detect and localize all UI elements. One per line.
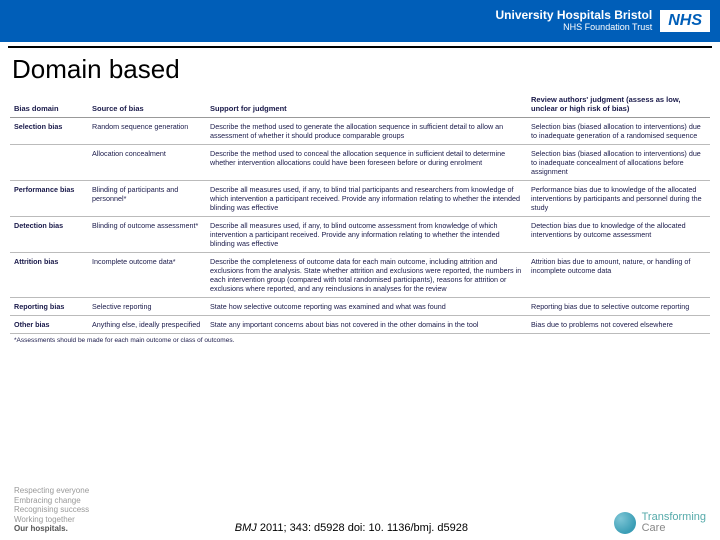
table-cell: Selective reporting	[88, 298, 206, 316]
footer-value-line: Recognising success	[14, 505, 89, 515]
table-cell: Random sequence generation	[88, 118, 206, 145]
table-cell: Reporting bias	[10, 298, 88, 316]
tcare-line2: Care	[642, 523, 706, 534]
table-row: Reporting biasSelective reportingState h…	[10, 298, 710, 316]
table-cell: Detection bias due to knowledge of the a…	[527, 217, 710, 253]
footer-value-line: Embracing change	[14, 496, 89, 506]
globe-icon	[614, 512, 636, 534]
table-row: Allocation concealmentDescribe the metho…	[10, 145, 710, 181]
citation-rest: 2011; 343: d5928 doi: 10. 1136/bmj. d592…	[257, 522, 468, 534]
table-cell: Detection bias	[10, 217, 88, 253]
table-cell: Attrition bias due to amount, nature, or…	[527, 253, 710, 298]
table-cell: Performance bias due to knowledge of the…	[527, 181, 710, 217]
table-cell: State how selective outcome reporting wa…	[206, 298, 527, 316]
table-cell: Blinding of outcome assessment*	[88, 217, 206, 253]
table-cell: Describe all measures used, if any, to b…	[206, 181, 527, 217]
org-sub: NHS Foundation Trust	[496, 23, 653, 33]
footer-values: Respecting everyoneEmbracing changeRecog…	[14, 486, 89, 534]
org-title: University Hospitals Bristol NHS Foundat…	[496, 9, 653, 32]
footer-value-line: Respecting everyone	[14, 486, 89, 496]
table-cell: Allocation concealment	[88, 145, 206, 181]
table-cell: Anything else, ideally prespecified	[88, 316, 206, 334]
table-cell: Selection bias	[10, 118, 88, 145]
footer: Respecting everyoneEmbracing changeRecog…	[0, 486, 720, 534]
table-header: Support for judgment	[206, 91, 527, 118]
table-cell: Other bias	[10, 316, 88, 334]
table-cell: Blinding of participants and personnel*	[88, 181, 206, 217]
table-cell: Performance bias	[10, 181, 88, 217]
transforming-care-logo: Transforming Care	[614, 512, 706, 534]
table-cell: Incomplete outcome data*	[88, 253, 206, 298]
table-cell: Selection bias (biased allocation to int…	[527, 145, 710, 181]
org-main: University Hospitals Bristol	[496, 9, 653, 22]
nhs-logo: NHS	[660, 10, 710, 32]
table-cell: Describe the method used to generate the…	[206, 118, 527, 145]
table-row: Performance biasBlinding of participants…	[10, 181, 710, 217]
table-row: Other biasAnything else, ideally prespec…	[10, 316, 710, 334]
table-row: Attrition biasIncomplete outcome data*De…	[10, 253, 710, 298]
footer-value-line: Our hospitals.	[14, 524, 89, 534]
table-cell: Reporting bias due to selective outcome …	[527, 298, 710, 316]
bias-table: Bias domainSource of biasSupport for jud…	[10, 91, 710, 334]
table-cell: Describe the method used to conceal the …	[206, 145, 527, 181]
page-title: Domain based	[12, 54, 708, 85]
footer-value-line: Working together	[14, 515, 89, 525]
header-divider	[8, 46, 712, 48]
table-header: Review authors' judgment (assess as low,…	[527, 91, 710, 118]
nhs-header: University Hospitals Bristol NHS Foundat…	[0, 0, 720, 42]
table-cell: Describe all measures used, if any, to b…	[206, 217, 527, 253]
table-cell	[10, 145, 88, 181]
table-header: Source of bias	[88, 91, 206, 118]
citation: BMJ 2011; 343: d5928 doi: 10. 1136/bmj. …	[89, 522, 613, 534]
table-cell: Selection bias (biased allocation to int…	[527, 118, 710, 145]
table-row: Selection biasRandom sequence generation…	[10, 118, 710, 145]
table-row: Detection biasBlinding of outcome assess…	[10, 217, 710, 253]
table-cell: Bias due to problems not covered elsewhe…	[527, 316, 710, 334]
citation-journal: BMJ	[235, 522, 257, 534]
table-cell: Attrition bias	[10, 253, 88, 298]
table-header: Bias domain	[10, 91, 88, 118]
table-cell: State any important concerns about bias …	[206, 316, 527, 334]
table-footnote: *Assessments should be made for each mai…	[0, 334, 720, 347]
table-cell: Describe the completeness of outcome dat…	[206, 253, 527, 298]
